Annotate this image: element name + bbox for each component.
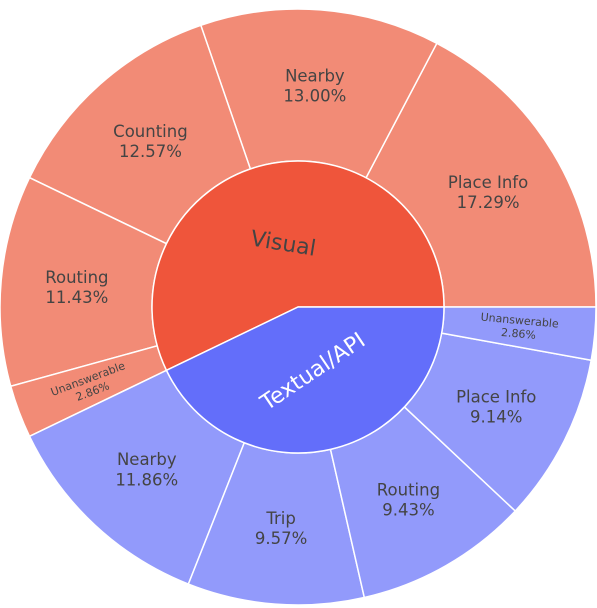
inner-slice-textual-api[interactable]	[165, 306, 445, 454]
inner-ring	[151, 160, 445, 454]
outer-ring	[0, 8, 597, 606]
outer-label-visual-routing: Routing 11.43%	[45, 268, 108, 307]
outer-label-textual-api-routing: Routing 9.43%	[377, 480, 440, 519]
outer-label-textual-api-nearby: Nearby 11.86%	[115, 450, 178, 489]
outer-label-textual-api-trip: Trip 9.57%	[255, 509, 307, 548]
outer-label-visual-counting: Counting 12.57%	[113, 122, 188, 161]
outer-label-visual-place-info: Place Info 17.29%	[448, 173, 528, 212]
outer-label-textual-api-place-info: Place Info 9.14%	[456, 388, 536, 427]
inner-slice-visual[interactable]	[151, 160, 445, 372]
outer-label-visual-nearby: Nearby 13.00%	[283, 66, 346, 105]
